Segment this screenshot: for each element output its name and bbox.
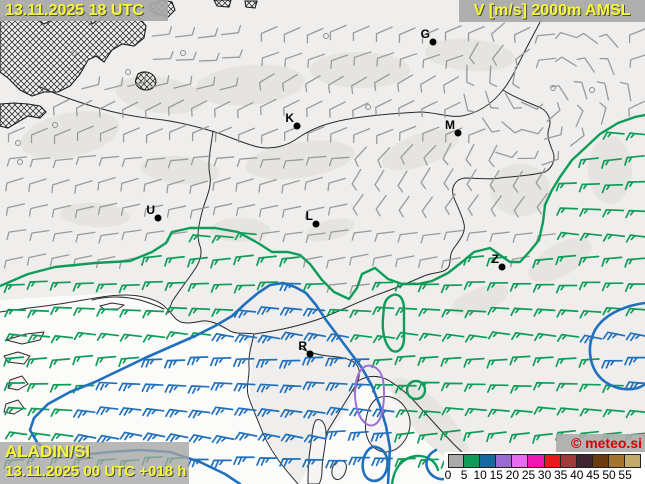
credit-badge: © meteo.si [556,434,645,452]
model-name: ALADIN/SI [5,442,90,461]
legend-tick: 10 [473,468,487,482]
city-dot-K [293,122,301,130]
city-dot-Z [498,263,506,271]
city-label-L: L [305,209,313,223]
run-time-label: 13.11.2025 18 UTC [0,0,168,21]
city-label-K: K [285,111,294,125]
city-dot-L [312,220,320,228]
city-label-Z: Z [491,252,499,266]
city-label-M: M [445,118,455,132]
legend-cell-5 [464,454,481,468]
legend-tick: 55 [618,468,632,482]
legend-cell-55 [625,454,642,468]
legend-tick-labels: 0 5 10 15 20 25 30 35 40 45 50 55 [444,468,645,483]
legend-tick: 25 [521,468,536,482]
credit-text: © meteo.si [570,435,642,451]
legend-cell-40 [576,454,593,468]
product-text: V [m/s] 2000m AMSL [473,2,631,19]
legend-tick: 50 [602,468,616,482]
product-label: V [m/s] 2000m AMSL [459,0,645,22]
model-info-label: ALADIN/SI 13.11.2025 00 UTC +018 h [0,442,189,484]
legend-cell-20 [512,454,529,468]
legend-tick: 30 [537,468,552,482]
valid-time: 13.11.2025 00 UTC +018 h [5,463,187,480]
wind-barbs-layer [3,22,645,469]
legend-tick: 45 [586,468,600,482]
wind-speed-legend: 0 5 10 15 20 25 30 35 40 45 50 55 [444,452,645,484]
legend-cell-15 [496,454,513,468]
legend-tick: 35 [554,468,568,482]
city-label-G: G [420,27,430,41]
city-label-R: R [298,339,307,353]
legend-cell-30 [544,454,561,468]
city-dot-R [306,350,314,358]
legend-cell-10 [480,454,497,468]
legend-tick: 5 [460,468,468,482]
run-time-text: 13.11.2025 18 UTC [5,2,144,19]
legend-tick: 0 [444,468,452,482]
city-dot-U [154,214,162,222]
legend-cell-25 [528,454,545,468]
legend-tick: 15 [489,468,503,482]
legend-cell-45 [592,454,609,468]
city-dots-layer [154,38,506,358]
legend-cell-0 [448,454,465,468]
legend-color-scale [448,454,642,468]
city-dot-M [454,129,462,137]
calm-markers-layer [15,33,595,165]
legend-tick: 40 [570,468,584,482]
city-dot-G [429,38,437,46]
legend-cell-50 [608,454,626,468]
city-label-U: U [146,203,155,217]
legend-tick: 20 [505,468,520,482]
legend-cell-35 [560,454,577,468]
